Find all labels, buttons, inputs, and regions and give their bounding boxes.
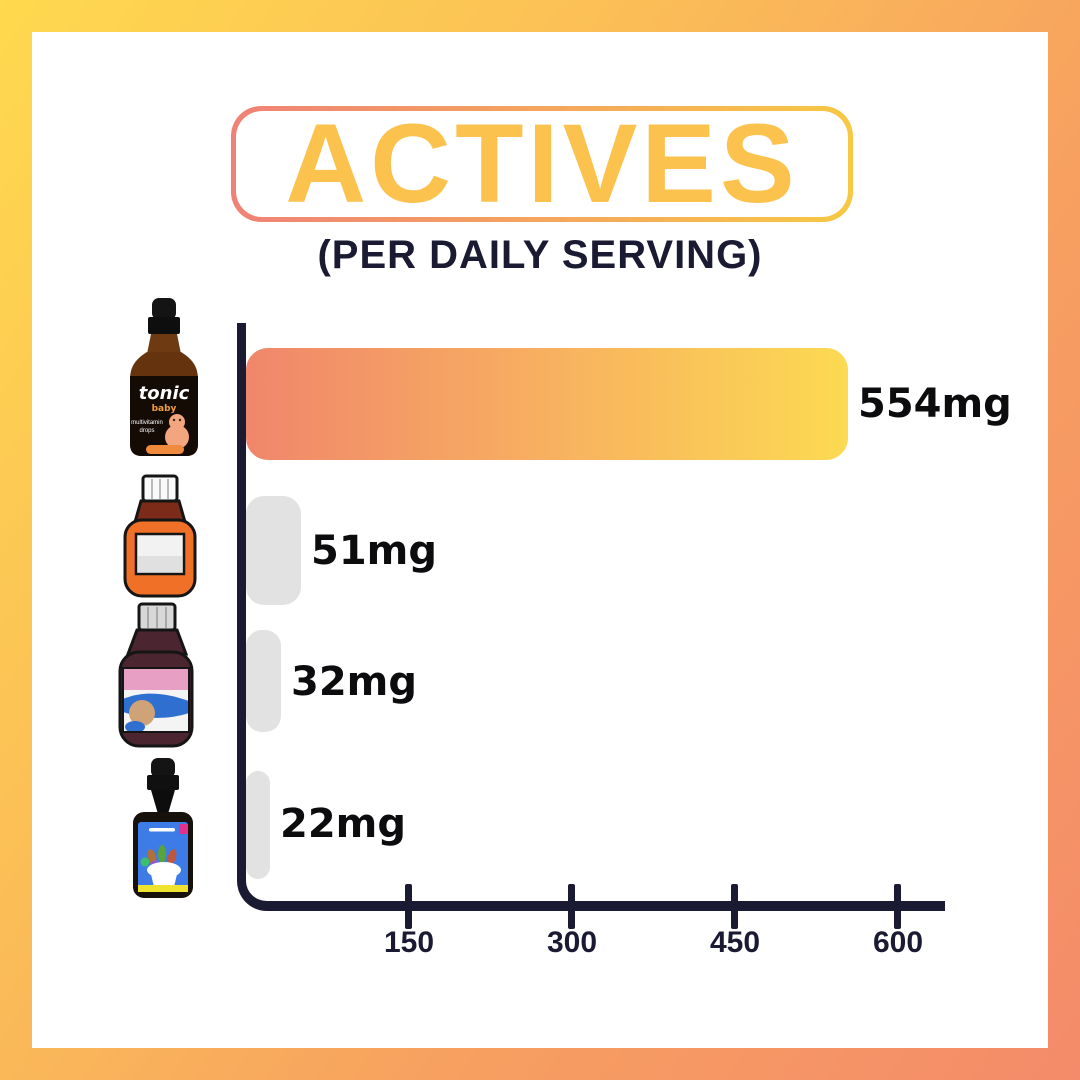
page-subtitle: (PER DAILY SERVING) xyxy=(317,233,763,277)
brown-syrup-bottle-icon xyxy=(118,602,194,748)
bar-value-label: 22mg xyxy=(280,801,406,847)
product-icon-blue-dropper xyxy=(112,756,212,904)
svg-text:baby: baby xyxy=(152,404,177,414)
product-icon-brown-syrup xyxy=(102,600,210,752)
tonic-baby-bottle-icon: tonic baby multivitamin drops xyxy=(130,298,198,456)
product-icon-orange-syrup xyxy=(112,472,208,600)
svg-text:tonic: tonic xyxy=(139,383,190,404)
bar-competitor-1 xyxy=(246,496,301,605)
x-axis-tick xyxy=(894,884,901,929)
x-axis-tick xyxy=(405,884,412,929)
title-outline-box: ACTIVES xyxy=(231,106,853,222)
svg-text:drops: drops xyxy=(139,428,154,434)
page-title: ACTIVES xyxy=(285,101,799,226)
x-axis-tick-label: 300 xyxy=(546,926,598,959)
x-axis-tick-label: 600 xyxy=(872,926,924,959)
blue-label-dropper-bottle-icon xyxy=(133,758,193,898)
x-axis-tick xyxy=(731,884,738,929)
svg-text:multivitamin: multivitamin xyxy=(131,420,163,426)
chart-axes xyxy=(237,323,945,911)
orange-syrup-bottle-icon xyxy=(123,474,197,598)
x-axis-tick xyxy=(568,884,575,929)
bar-competitor-3 xyxy=(246,771,270,879)
bar-value-label: 554mg xyxy=(858,381,1012,427)
bar-competitor-2 xyxy=(246,630,281,732)
x-axis-tick-label: 450 xyxy=(709,926,761,959)
bar-value-label: 32mg xyxy=(291,659,417,705)
x-axis-tick-label: 150 xyxy=(383,926,435,959)
title-box-inner: ACTIVES xyxy=(236,101,848,226)
product-icon-tonic-baby-dropper: tonic baby multivitamin drops xyxy=(116,296,212,464)
bar-tonic-baby xyxy=(246,348,848,460)
bar-value-label: 51mg xyxy=(311,528,437,574)
